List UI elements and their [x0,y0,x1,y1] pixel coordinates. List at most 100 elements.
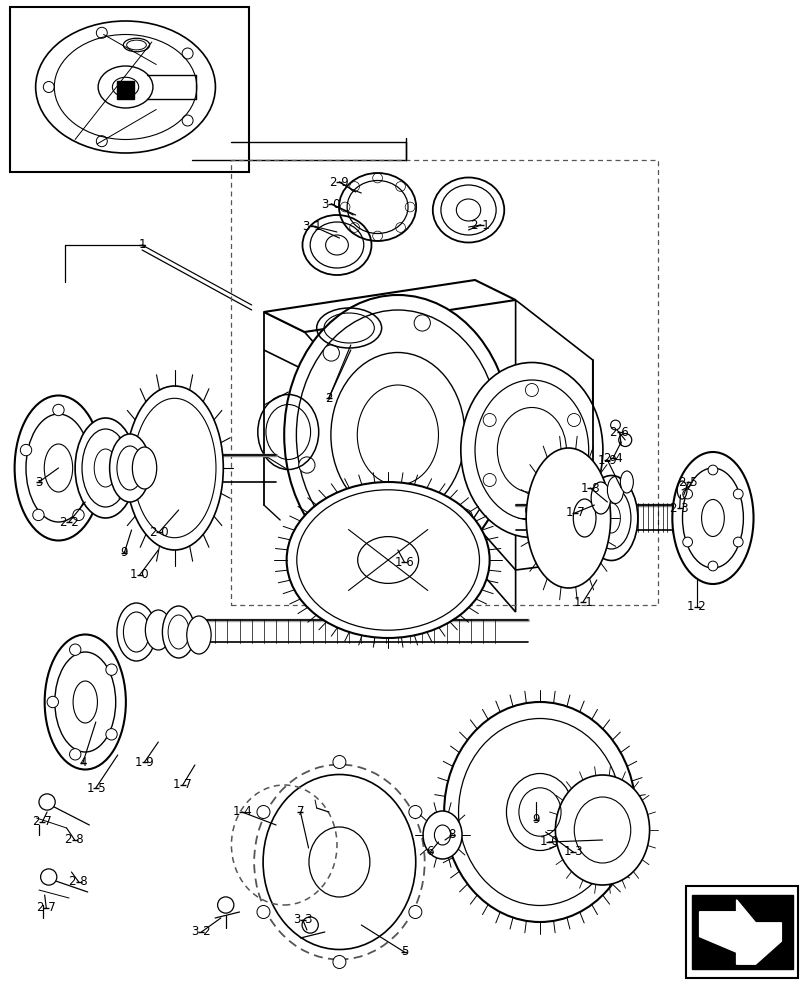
Ellipse shape [109,434,150,502]
Text: 9: 9 [120,546,128,560]
Ellipse shape [145,610,171,650]
Text: 1 7: 1 7 [173,778,192,791]
Circle shape [414,315,430,331]
Text: 1: 1 [138,238,146,251]
Text: 1 0: 1 0 [131,568,148,582]
Circle shape [682,537,692,547]
Circle shape [298,457,315,473]
Polygon shape [264,280,515,332]
Ellipse shape [162,606,195,658]
Circle shape [47,696,58,708]
Text: 1 9: 1 9 [135,756,154,768]
Circle shape [20,444,32,456]
Circle shape [707,465,717,475]
Text: 2 2: 2 2 [59,516,79,528]
Text: 1 8: 1 8 [581,482,599,494]
Text: 1 0: 1 0 [539,835,557,848]
Text: 1 2: 1 2 [686,600,706,613]
Ellipse shape [117,603,156,661]
Text: 8: 8 [448,828,456,841]
Text: 2 5: 2 5 [679,476,697,488]
Circle shape [73,509,84,521]
Ellipse shape [45,634,126,770]
Ellipse shape [573,499,595,537]
Circle shape [525,384,538,396]
Ellipse shape [132,447,157,489]
Text: 2 9: 2 9 [329,176,349,189]
Circle shape [70,644,81,655]
Circle shape [456,509,472,525]
Text: 9: 9 [531,813,539,826]
Ellipse shape [126,386,223,550]
Ellipse shape [607,477,623,504]
Circle shape [217,897,234,913]
Bar [231,160,657,605]
Ellipse shape [526,448,610,588]
Circle shape [732,537,742,547]
Text: 6: 6 [426,845,434,858]
Text: 7: 7 [296,805,304,818]
Circle shape [105,729,117,740]
Text: 2 7: 2 7 [32,815,52,828]
Text: 3 0: 3 0 [322,198,340,211]
Text: 1 6: 1 6 [394,556,414,568]
Text: 1 7: 1 7 [564,506,584,520]
Text: 1 4: 1 4 [232,805,251,818]
Circle shape [85,444,97,456]
Circle shape [567,414,580,426]
Ellipse shape [286,482,489,638]
Text: 5: 5 [400,945,408,958]
Polygon shape [699,900,780,964]
Circle shape [70,749,81,760]
Bar [685,886,797,978]
Circle shape [39,794,55,810]
Circle shape [53,404,64,416]
Circle shape [409,806,422,818]
Ellipse shape [590,482,610,514]
Ellipse shape [506,773,573,850]
Ellipse shape [555,775,649,885]
Ellipse shape [357,537,418,583]
Text: 3 3: 3 3 [294,913,311,926]
Circle shape [323,345,339,361]
Ellipse shape [75,418,136,518]
Text: 2 8: 2 8 [70,876,88,888]
Ellipse shape [584,476,637,560]
Circle shape [409,906,422,918]
Ellipse shape [461,362,602,538]
Text: 1 3: 1 3 [564,845,581,858]
Circle shape [483,414,496,426]
Circle shape [302,917,318,933]
Circle shape [32,509,44,521]
Polygon shape [515,300,592,570]
Text: 2 0: 2 0 [150,526,168,538]
Circle shape [732,489,742,499]
Circle shape [333,756,345,768]
Text: 2 8: 2 8 [66,833,84,846]
Bar [10,7,249,172]
Text: 3: 3 [35,476,43,488]
Text: 3 2: 3 2 [192,925,210,938]
Ellipse shape [15,395,102,540]
Ellipse shape [284,295,511,575]
Circle shape [707,561,717,571]
Ellipse shape [423,811,461,859]
Polygon shape [691,895,792,969]
Text: 2 4: 2 4 [603,452,622,464]
Polygon shape [117,81,134,99]
Text: 2 6: 2 6 [609,426,629,438]
Circle shape [333,956,345,968]
Circle shape [682,489,692,499]
Text: 2 7: 2 7 [36,901,56,914]
Ellipse shape [263,774,415,949]
Text: 2 3: 2 3 [670,502,688,514]
Circle shape [256,806,269,818]
Ellipse shape [620,471,633,493]
Circle shape [567,474,580,486]
Text: 3 1: 3 1 [303,220,321,233]
Text: 2: 2 [324,391,333,404]
Circle shape [483,474,496,486]
Ellipse shape [187,616,211,654]
Text: 1 9: 1 9 [597,454,616,466]
Text: 4: 4 [79,756,87,770]
